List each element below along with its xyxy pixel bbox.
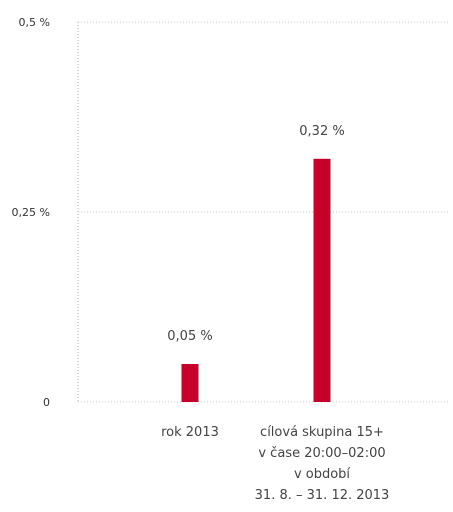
category-label-1-line-2: v období bbox=[294, 467, 350, 482]
bar-value-label-0: 0,05 % bbox=[167, 329, 212, 344]
category-label-1-line-3: 31. 8. – 31. 12. 2013 bbox=[255, 488, 390, 503]
y-tick-label-2: 0,5 % bbox=[19, 16, 50, 29]
bar-0 bbox=[181, 364, 199, 402]
category-label-1-line-1: v čase 20:00–02:00 bbox=[258, 446, 385, 461]
bar-value-label-1: 0,32 % bbox=[299, 124, 344, 139]
y-tick-label-1: 0,25 % bbox=[12, 206, 50, 219]
y-tick-label-0: 0 bbox=[43, 396, 50, 409]
category-label-1-line-0: cílová skupina 15+ bbox=[260, 425, 384, 440]
bar-1 bbox=[313, 158, 331, 402]
category-label-0-line-0: rok 2013 bbox=[161, 425, 219, 440]
